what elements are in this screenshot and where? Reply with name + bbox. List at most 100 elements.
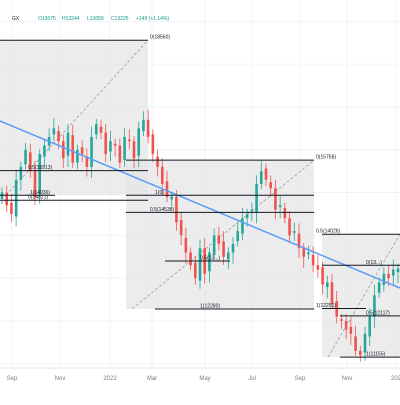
candle-body <box>189 252 192 266</box>
fib-level-label: 0.5(12117) <box>366 310 390 316</box>
candle-body <box>132 141 136 159</box>
candle-body <box>52 128 56 135</box>
trendline-layer[interactable] <box>0 120 400 289</box>
candle-body <box>321 267 324 285</box>
candle-body <box>146 119 150 137</box>
candle-body <box>396 268 400 273</box>
candle-body <box>316 265 320 270</box>
candle-body <box>382 273 386 285</box>
candle-body <box>94 124 98 135</box>
candle-body <box>71 135 75 163</box>
candle-body <box>5 192 9 206</box>
fib-level-label: 0(13...) <box>366 260 382 266</box>
ohlc-low: L13059 <box>87 16 104 22</box>
ohlc-high: H13244 <box>62 16 80 22</box>
candle-body <box>269 182 273 189</box>
candle-body <box>156 156 159 167</box>
candle-body <box>151 134 155 155</box>
candle-body <box>259 171 263 184</box>
candle-body <box>325 282 329 288</box>
candle-body <box>43 145 46 157</box>
candle-body <box>236 231 240 242</box>
candle-body <box>24 149 27 165</box>
ohlc-close: C13225 <box>111 16 129 22</box>
candle-body <box>179 219 183 236</box>
candle-body <box>250 209 254 212</box>
candle-body <box>377 282 381 293</box>
candle-body <box>340 319 343 321</box>
trendline[interactable] <box>0 120 400 289</box>
candle-body <box>127 139 131 142</box>
candle-body <box>274 188 277 210</box>
time-axis-tick-label: 2022 <box>103 376 117 382</box>
candle-body <box>90 136 93 167</box>
candle-body <box>85 156 89 167</box>
candle-body <box>170 196 174 200</box>
fib-diagonal <box>131 159 315 310</box>
candle-body <box>297 233 301 249</box>
candle-body <box>222 241 225 257</box>
candle-body <box>288 218 291 236</box>
candle-body <box>358 350 362 356</box>
candle-body <box>231 243 235 253</box>
candle-body <box>14 179 18 217</box>
fib-level-label: 0(15758) <box>316 155 336 161</box>
candle-body <box>19 166 23 180</box>
candle-body <box>165 181 169 197</box>
candle-body <box>80 147 84 155</box>
candle-body <box>113 143 117 146</box>
candle-body <box>283 207 287 219</box>
ohlc-symbol: GX <box>12 16 20 22</box>
candle-body <box>344 320 348 330</box>
ohlc-open: O13075 <box>38 16 56 22</box>
candle-body <box>292 231 296 233</box>
candle-body <box>217 235 221 244</box>
candle-body <box>245 213 249 219</box>
time-axis-tick-label: Nov <box>342 376 353 382</box>
fib-retracement-boxes <box>0 39 400 358</box>
candle-body <box>123 136 126 161</box>
time-axis-tick-label: Sep <box>7 376 18 382</box>
candle-body <box>160 166 164 184</box>
candle-body <box>363 333 367 353</box>
candle-body <box>118 145 122 163</box>
fib-level-label: 1(14936) <box>30 190 50 196</box>
candle-body <box>278 205 282 208</box>
fib-box <box>0 40 148 196</box>
fib-level-label: 0.5(14026) <box>316 229 341 235</box>
fib-diagonal <box>327 234 400 358</box>
fib-box <box>126 160 314 309</box>
fib-level-label: 1(12291) <box>316 303 336 309</box>
fib-box <box>322 234 400 358</box>
candle-body <box>302 248 306 257</box>
candle-body <box>368 316 372 337</box>
candle-body <box>226 252 230 260</box>
fib-level-label: 0(14821) <box>28 195 48 201</box>
fib-labels-layer: 0(18560) 0(14821) 0.5(15513) 1(14936) 0(1575… <box>0 35 400 358</box>
candle-body <box>354 336 357 351</box>
candle-body <box>76 149 79 163</box>
candle-body <box>208 252 211 272</box>
candle-body <box>198 248 202 281</box>
fib-level-label: 0.5(15513) <box>28 165 53 171</box>
candle-body <box>109 141 112 152</box>
candle-body <box>10 202 13 214</box>
time-axis-tick-label: May <box>199 376 210 382</box>
candle-body <box>193 262 197 279</box>
candle-body <box>212 235 216 256</box>
candle-body <box>104 132 108 155</box>
candle-body <box>373 295 376 317</box>
time-axis-tick-label: 202 <box>391 376 400 382</box>
candle-body <box>241 218 244 234</box>
candle-body <box>99 126 103 133</box>
candle-body <box>137 128 141 156</box>
candle-body <box>33 171 37 197</box>
candle-body <box>66 132 70 156</box>
candle-body <box>311 255 315 266</box>
candle-body <box>264 168 268 180</box>
fib-level-label: 0(18560) <box>150 35 170 41</box>
candle-body <box>175 196 178 223</box>
candle-body <box>391 269 395 276</box>
